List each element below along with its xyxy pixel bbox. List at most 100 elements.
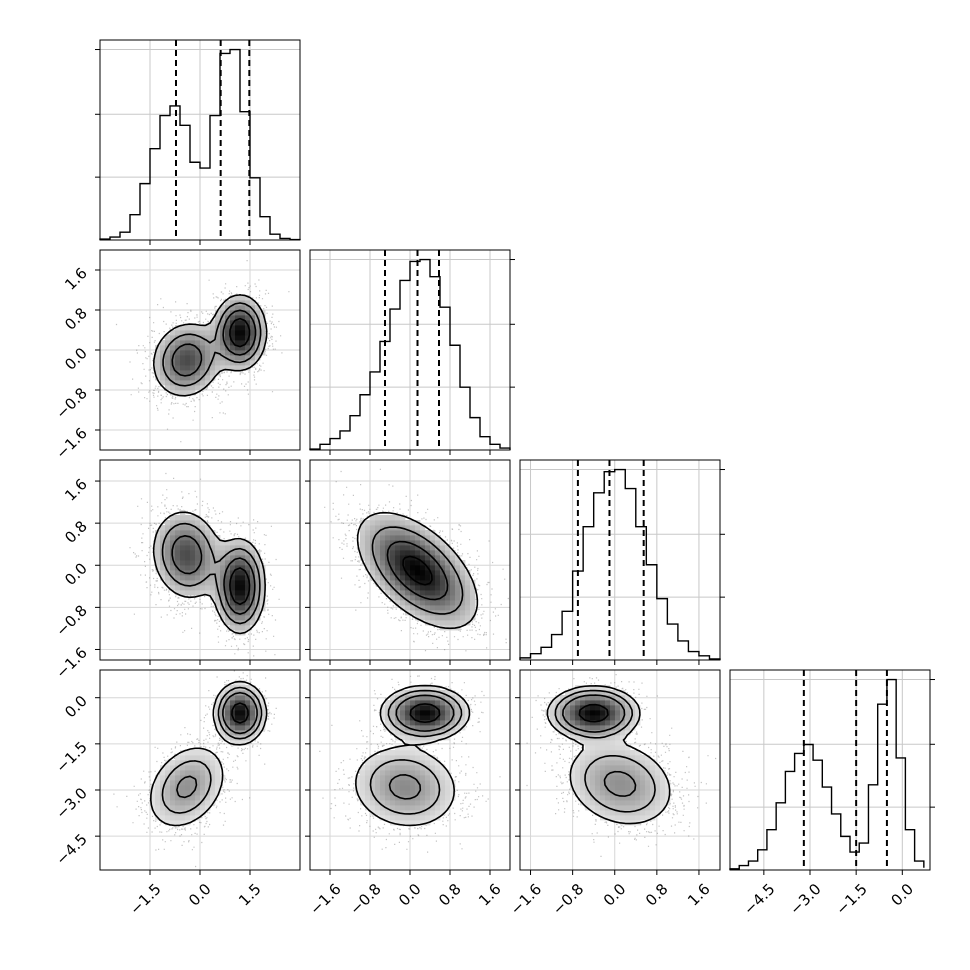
density-cell (430, 565, 436, 571)
hist-panel-2 (519, 459, 725, 665)
density-cell (605, 720, 611, 726)
density-cell (645, 790, 651, 796)
density-cell (595, 750, 601, 756)
density-cell (390, 580, 396, 586)
density-cell (385, 755, 391, 761)
x-tick-label: −4.5 (740, 880, 778, 918)
density-cell (160, 355, 166, 361)
density-cell (455, 575, 461, 581)
density-cell (405, 765, 411, 771)
density-cell (635, 795, 641, 801)
density-cell (235, 320, 241, 326)
density-cell (210, 775, 216, 781)
density-cell (580, 730, 586, 736)
density-cell (175, 550, 181, 556)
density-cell (450, 790, 456, 796)
density-cell (585, 695, 591, 701)
density-cell (585, 800, 591, 806)
density-cell (605, 765, 611, 771)
density-cell (210, 590, 216, 596)
density-cell (625, 710, 631, 716)
density-cell (245, 620, 251, 626)
density-cell (610, 775, 616, 781)
pair-panel-3-2 (515, 669, 721, 875)
density-cell (370, 765, 376, 771)
contour-level-3 (150, 680, 268, 827)
density-cell (605, 700, 611, 706)
y-tick-label: 0.0 (61, 692, 91, 722)
density-cell (375, 760, 381, 766)
density-cell (420, 820, 426, 826)
density-cell (215, 715, 221, 721)
density-cell (190, 350, 196, 356)
density-cell (415, 765, 421, 771)
density-cell (175, 515, 181, 521)
density-cell (455, 710, 461, 716)
density-cell (420, 740, 426, 746)
density-cell (195, 555, 201, 561)
density-cell (400, 820, 406, 826)
density-cell (435, 785, 441, 791)
density-cell (585, 730, 591, 736)
density-cell (215, 560, 221, 566)
density-cell (245, 625, 251, 631)
density-cell (260, 345, 266, 351)
density-cell (195, 775, 201, 781)
density-cell (245, 685, 251, 691)
density-cell (420, 725, 426, 731)
density-cell (415, 585, 421, 591)
density-cell (175, 385, 181, 391)
density-cell (615, 815, 621, 821)
density-cell (360, 770, 366, 776)
density-cell (455, 610, 461, 616)
density-cell (405, 535, 411, 541)
density-cell (630, 750, 636, 756)
density-cell (240, 700, 246, 706)
density-cell (640, 775, 646, 781)
density-cell (620, 810, 626, 816)
density-cell (245, 365, 251, 371)
density-cell (400, 555, 406, 561)
density-cell (240, 295, 246, 301)
density-cell (435, 580, 441, 586)
density-cell (245, 585, 251, 591)
density-cell (445, 775, 451, 781)
density-cell (620, 805, 626, 811)
density-cell (595, 780, 601, 786)
y-tick-label: 0.8 (61, 304, 91, 334)
density-cell (600, 750, 606, 756)
density-cell (175, 390, 181, 396)
density-cell (455, 715, 461, 721)
density-cell (410, 750, 416, 756)
density-cell (260, 320, 266, 326)
density-cell (190, 575, 196, 581)
density-cell (390, 520, 396, 526)
density-cell (435, 760, 441, 766)
density-cell (385, 780, 391, 786)
density-cell (590, 805, 596, 811)
density-cell (600, 785, 606, 791)
density-cell (660, 800, 666, 806)
density-cell (395, 520, 401, 526)
density-cell (595, 720, 601, 726)
density-cell (195, 545, 201, 551)
density-cell (625, 800, 631, 806)
density-cell (385, 770, 391, 776)
density-cell (230, 295, 236, 301)
density-cell (640, 770, 646, 776)
density-cell (190, 325, 196, 331)
density-cell (600, 685, 606, 691)
density-cell (410, 560, 416, 566)
density-cell (210, 330, 216, 336)
density-cell (225, 310, 231, 316)
density-cell (365, 560, 371, 566)
density-cell (455, 695, 461, 701)
density-cell (455, 725, 461, 731)
density-cell (175, 800, 181, 806)
density-cell (605, 790, 611, 796)
density-cell (635, 800, 641, 806)
density-cell (210, 535, 216, 541)
density-cell (465, 705, 471, 711)
density-cell (385, 785, 391, 791)
density-cell (205, 555, 211, 561)
